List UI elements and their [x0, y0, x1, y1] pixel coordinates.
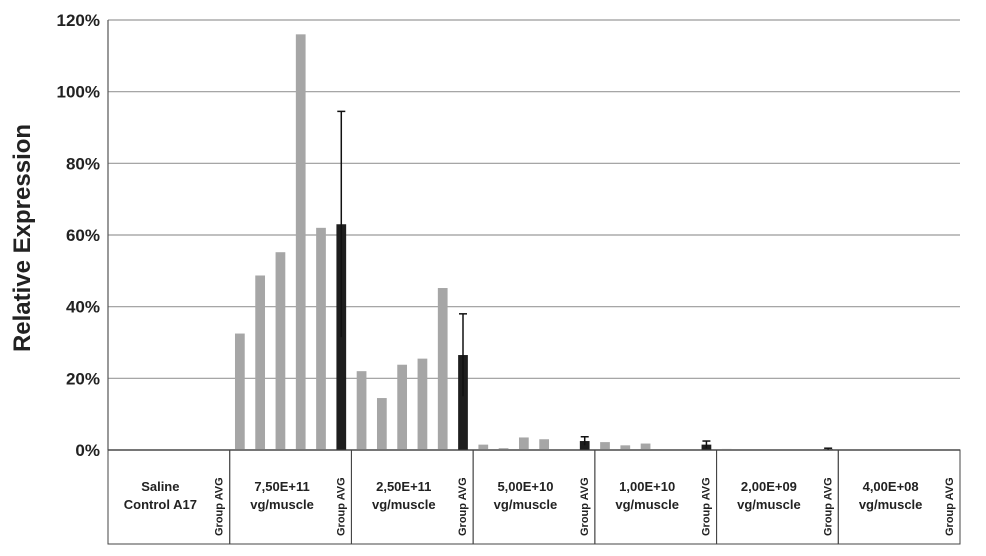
group-label: vg/muscle	[737, 497, 801, 512]
bar	[275, 252, 286, 450]
bar	[478, 444, 489, 450]
bar	[234, 333, 245, 450]
group-avg-label: Group AVG	[579, 477, 591, 536]
group-label: 5,00E+10	[497, 479, 553, 494]
group-label: Saline	[141, 479, 179, 494]
bar	[518, 437, 529, 450]
group-avg-label: Group AVG	[701, 477, 713, 536]
bar	[376, 398, 387, 450]
y-tick-label: 20%	[66, 369, 100, 388]
y-tick-label: 80%	[66, 154, 100, 173]
group-label: 4,00E+08	[863, 479, 919, 494]
bar	[255, 275, 266, 450]
group-avg-label: Group AVG	[822, 477, 834, 536]
category-cell	[837, 449, 961, 545]
group-label: vg/muscle	[859, 497, 923, 512]
category-table: Saline Control A17 Group AVG 7,50E+11 vg/mus…	[107, 449, 961, 545]
group-label: 7,50E+11	[254, 479, 309, 494]
group-avg-label: Group AVG	[457, 477, 469, 536]
bar	[721, 448, 732, 450]
bar	[417, 358, 428, 450]
bar	[498, 448, 509, 450]
y-tick-labels: 0% 20% 40% 60% 80% 100% 120%	[57, 11, 100, 460]
group-label: 2,00E+09	[741, 479, 797, 494]
bar	[295, 34, 306, 450]
group-avg-label: Group AVG	[214, 477, 226, 536]
group-label: vg/muscle	[494, 497, 558, 512]
bar	[316, 227, 326, 450]
group-label: Control A17	[124, 497, 197, 512]
group-label: vg/muscle	[372, 497, 436, 512]
average-bar	[458, 355, 468, 450]
bars	[234, 34, 834, 450]
group-label: vg/muscle	[250, 497, 314, 512]
group-avg-label: Group AVG	[944, 477, 956, 536]
y-tick-label: 0%	[75, 441, 100, 460]
group-label: 1,00E+10	[619, 479, 675, 494]
y-tick-label: 40%	[66, 298, 100, 317]
group-label: vg/muscle	[615, 497, 679, 512]
group-label: 2,50E+11	[376, 479, 431, 494]
bar	[437, 288, 448, 450]
bar	[356, 371, 367, 450]
bar	[620, 445, 631, 450]
group-avg-label: Group AVG	[335, 477, 347, 536]
y-axis-title: Relative Expression	[9, 124, 36, 352]
bar	[397, 364, 408, 450]
bar	[539, 439, 550, 450]
bar	[600, 442, 610, 450]
y-tick-label: 60%	[66, 226, 100, 245]
bar	[640, 443, 651, 450]
y-tick-label: 120%	[57, 11, 100, 30]
error-bars	[337, 110, 833, 450]
y-tick-label: 100%	[57, 83, 100, 102]
average-bar	[579, 441, 590, 450]
